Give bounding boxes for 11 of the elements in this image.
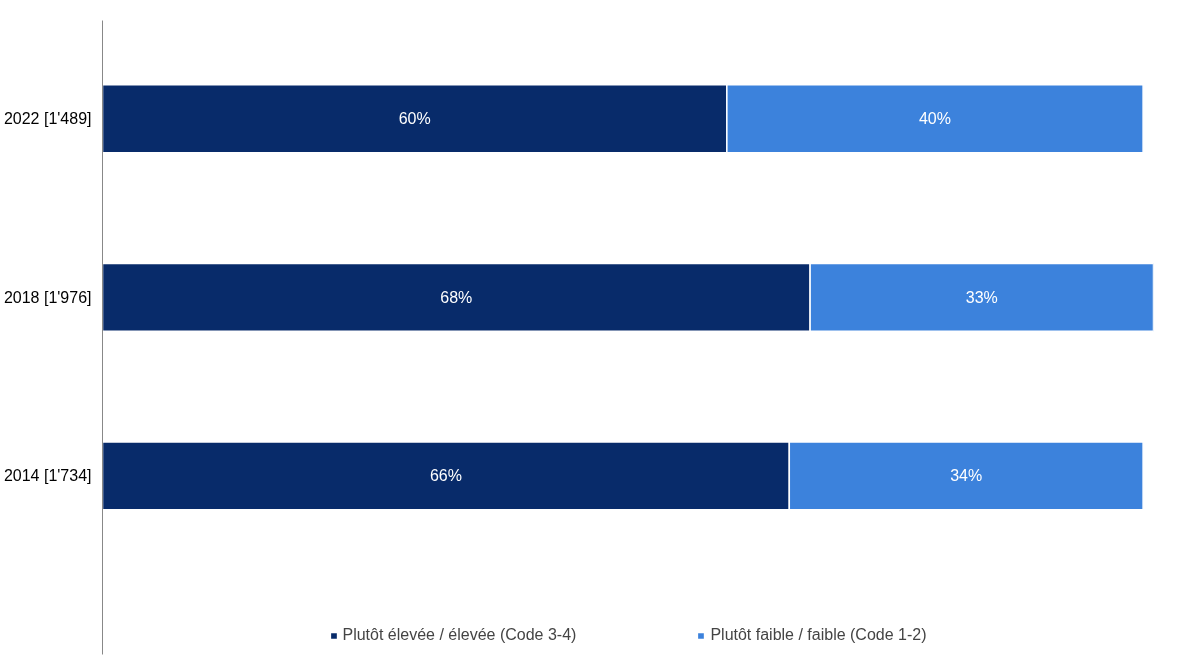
data-label: 40% xyxy=(918,110,951,128)
y-tick-label: 2022 [1'489] xyxy=(3,110,92,128)
data-label: 66% xyxy=(429,467,462,485)
data-label: 68% xyxy=(440,288,473,306)
legend-label: Plutôt élevée / élevée (Code 3-4) xyxy=(342,626,577,644)
y-tick-label: 2018 [1'976] xyxy=(3,288,92,306)
data-label: 33% xyxy=(965,288,998,306)
y-tick-label: 2014 [1'734] xyxy=(3,467,92,485)
legend-label: Plutôt faible / faible (Code 1-2) xyxy=(710,626,927,644)
data-label: 34% xyxy=(950,467,983,485)
data-label: 60% xyxy=(398,110,431,128)
